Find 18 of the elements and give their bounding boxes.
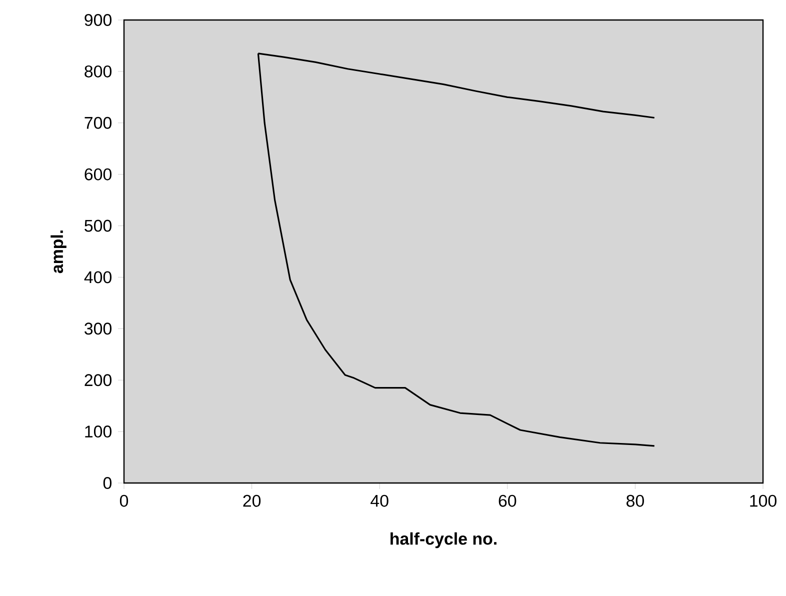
y-tick-label: 600 bbox=[84, 168, 112, 180]
y-tick-label: 300 bbox=[84, 322, 112, 335]
y-tick-label: 700 bbox=[84, 116, 112, 129]
y-tick-label: 900 bbox=[84, 14, 112, 26]
y-tick-label: 500 bbox=[84, 220, 112, 232]
y-tick-label: 100 bbox=[85, 426, 112, 438]
x-tick-label: 40 bbox=[370, 494, 388, 507]
x-tick-label: 80 bbox=[626, 494, 644, 507]
x-axis-title: half-cycle no. bbox=[390, 532, 496, 548]
y-tick-label: 400 bbox=[84, 271, 112, 284]
x-tick-label: 0 bbox=[120, 494, 128, 507]
y-axis-title: ampl. bbox=[50, 230, 66, 274]
y-tick-label: 800 bbox=[84, 65, 112, 78]
y-tick-label: 200 bbox=[84, 374, 112, 386]
y-tick-label: 0 bbox=[103, 477, 112, 489]
x-tick-label: 60 bbox=[498, 494, 516, 507]
x-tick-label: 20 bbox=[243, 494, 261, 507]
x-tick-label: 100 bbox=[750, 494, 776, 507]
